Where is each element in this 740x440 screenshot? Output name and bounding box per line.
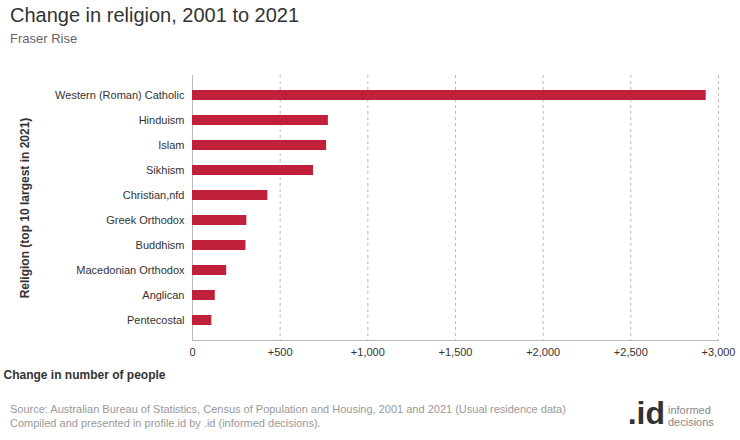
html-text:Change in religion, 2001 to 20: Change in religion, 2001 to 2021	[10, 4, 300, 26]
svg-text:Religion (top 10 largest in 20: Religion (top 10 largest in 2021)	[18, 118, 32, 299]
svg-text:Macedonian Orthodox: Macedonian Orthodox	[76, 264, 185, 276]
svg-text:+1,000: +1,000	[351, 346, 385, 358]
svg-text:Islam: Islam	[158, 139, 184, 151]
html-text:Compiled and presented in prof: Compiled and presented in profile.id by …	[10, 417, 321, 429]
html-text:Source: Australian Bureau of S: Source: Australian Bureau of Statistics,…	[10, 403, 566, 415]
svg-text:0: 0	[189, 346, 195, 358]
svg-text:Sikhism: Sikhism	[146, 164, 185, 176]
svg-text:+2,500: +2,500	[614, 346, 648, 358]
svg-text:Buddhism: Buddhism	[136, 239, 185, 251]
svg-text:Western (Roman) Catholic: Western (Roman) Catholic	[55, 89, 185, 101]
svg-text:Change in number of people: Change in number of people	[4, 368, 166, 382]
svg-text:+1,500: +1,500	[439, 346, 473, 358]
svg-text:Anglican: Anglican	[142, 289, 184, 301]
svg-text:Pentecostal: Pentecostal	[127, 314, 184, 326]
svg-text:Hinduism: Hinduism	[139, 114, 185, 126]
svg-text:Christian,nfd: Christian,nfd	[123, 189, 185, 201]
html-text:.id: .id	[627, 395, 665, 431]
svg-text:Greek Orthodox: Greek Orthodox	[106, 214, 185, 226]
svg-text:+500: +500	[268, 346, 293, 358]
svg-text:+3,000: +3,000	[702, 346, 736, 358]
svg-text:+2,000: +2,000	[526, 346, 560, 358]
html-text:Fraser Rise: Fraser Rise	[10, 31, 78, 46]
html-text:informed decisions: informed decisions	[668, 404, 714, 428]
